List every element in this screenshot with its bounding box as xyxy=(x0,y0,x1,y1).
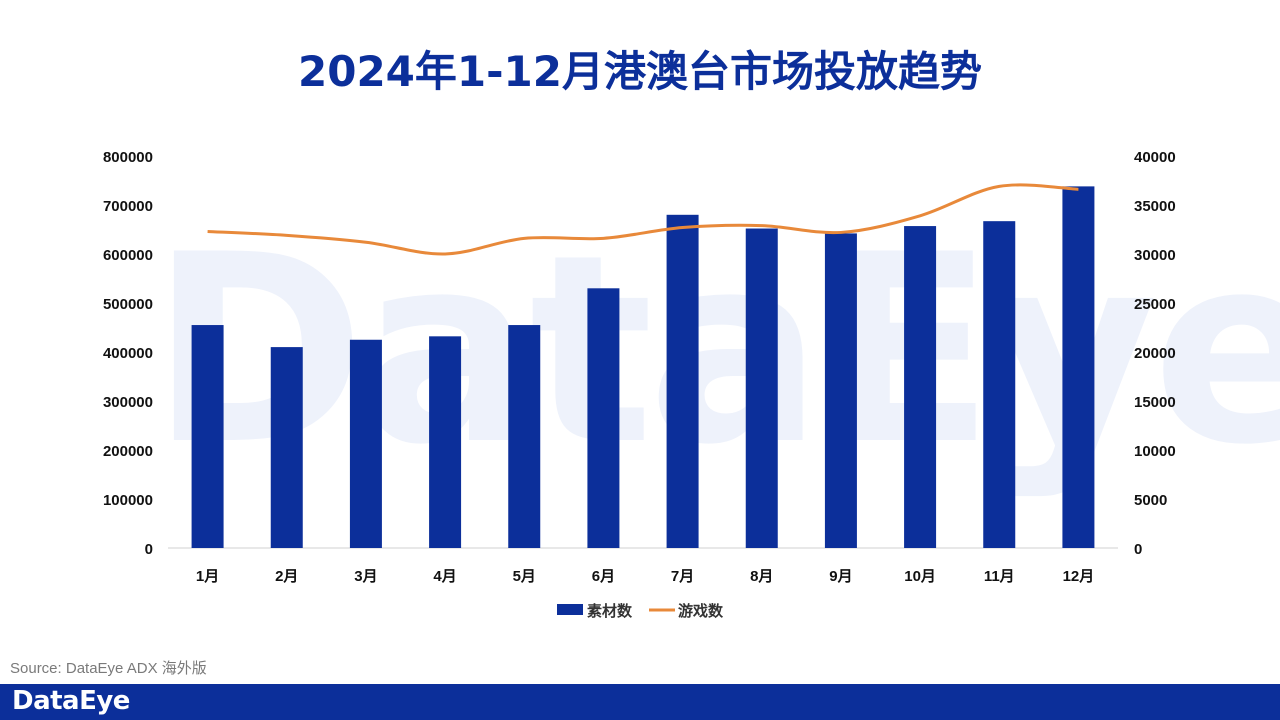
x-tick-label: 7月 xyxy=(671,568,694,585)
legend-line-label: 游戏数 xyxy=(678,602,724,620)
right-tick-label: 25000 xyxy=(1134,296,1176,313)
footer-logo: DataEye xyxy=(12,686,130,716)
bar xyxy=(270,347,303,548)
bar xyxy=(904,226,937,548)
bar xyxy=(349,339,382,548)
bar xyxy=(824,233,857,549)
bar-series xyxy=(191,186,1095,549)
right-tick-label: 0 xyxy=(1134,541,1142,558)
left-tick-label: 600000 xyxy=(103,247,153,264)
left-tick-label: 300000 xyxy=(103,394,153,411)
left-tick-label: 400000 xyxy=(103,345,153,362)
x-tick-label: 6月 xyxy=(592,568,615,585)
legend-bar-label: 素材数 xyxy=(587,602,633,620)
right-tick-label: 15000 xyxy=(1134,394,1176,411)
right-axis-ticks: 0 5000 10000 15000 20000 25000 30000 35000 40000 xyxy=(1134,149,1176,558)
x-tick-label: 10月 xyxy=(904,568,936,585)
line-series-game-count xyxy=(207,183,1079,256)
left-tick-label: 100000 xyxy=(103,492,153,509)
x-tick-label: 9月 xyxy=(829,568,852,585)
right-tick-label: 5000 xyxy=(1134,492,1167,509)
x-axis-ticks: 1月 2月 3月 4月 5月 6月 7月 8月 9月 10月 11月 12月 xyxy=(196,568,1094,585)
chart-title: 2024年1-12月港澳台市场投放趋势 xyxy=(298,47,982,96)
right-tick-label: 30000 xyxy=(1134,247,1176,264)
x-tick-label: 1月 xyxy=(196,568,219,585)
x-tick-label: 3月 xyxy=(354,568,377,585)
x-tick-label: 5月 xyxy=(513,568,536,585)
bar xyxy=(587,288,620,548)
left-tick-label: 0 xyxy=(145,541,153,558)
chart: 0100000200000300000400000500000600000700… xyxy=(103,149,1176,620)
x-tick-label: 4月 xyxy=(433,568,456,585)
x-tick-label: 11月 xyxy=(984,568,1015,585)
footer-bar: DataEye xyxy=(0,684,1280,720)
bar xyxy=(745,228,778,548)
left-axis-ticks: 0 100000 200000 300000 400000 500000 600000 700… xyxy=(103,149,153,558)
right-tick-label: 10000 xyxy=(1134,443,1176,460)
left-tick-label: 200000 xyxy=(103,443,153,460)
bar xyxy=(666,214,699,549)
bar xyxy=(508,325,541,548)
x-tick-label: 12月 xyxy=(1063,568,1095,585)
x-tick-label: 2月 xyxy=(275,568,298,585)
right-tick-label: 40000 xyxy=(1134,149,1176,166)
left-tick-label: 500000 xyxy=(103,296,153,313)
legend-bar-swatch xyxy=(557,604,583,615)
right-tick-label: 20000 xyxy=(1134,345,1176,362)
left-tick-label: 800000 xyxy=(103,149,153,166)
left-tick-label: 700000 xyxy=(103,198,153,215)
bar xyxy=(1062,186,1095,548)
legend: 素材数 游戏数 xyxy=(557,602,724,620)
bar xyxy=(191,325,224,548)
bar xyxy=(429,336,462,548)
bar xyxy=(983,221,1016,549)
right-tick-label: 35000 xyxy=(1134,198,1176,215)
source-note: Source: DataEye ADX 海外版 xyxy=(10,660,207,677)
x-tick-label: 8月 xyxy=(750,568,773,585)
